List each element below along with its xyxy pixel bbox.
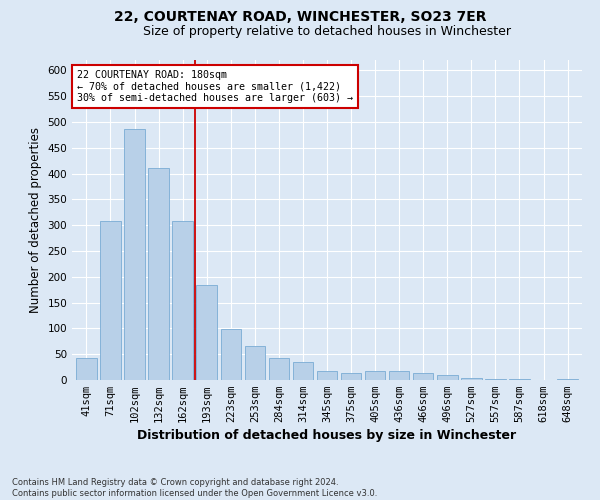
Bar [341,373,361,380]
Bar [437,375,458,380]
Text: 22 COURTENAY ROAD: 180sqm
← 70% of detached houses are smaller (1,422)
30% of se: 22 COURTENAY ROAD: 180sqm ← 70% of detac… [77,70,353,103]
Bar [293,362,313,380]
Bar [196,284,217,380]
Bar [148,168,169,380]
Bar [317,370,337,380]
Text: 22, COURTENAY ROAD, WINCHESTER, SO23 7ER: 22, COURTENAY ROAD, WINCHESTER, SO23 7ER [114,10,486,24]
Bar [124,128,145,380]
Bar [365,370,385,380]
Bar [172,221,193,380]
Bar [76,358,97,380]
Text: Contains HM Land Registry data © Crown copyright and database right 2024.
Contai: Contains HM Land Registry data © Crown c… [12,478,377,498]
Bar [413,373,433,380]
Bar [100,221,121,380]
Bar [221,330,241,380]
X-axis label: Distribution of detached houses by size in Winchester: Distribution of detached houses by size … [137,430,517,442]
Bar [245,346,265,380]
Bar [269,358,289,380]
Bar [389,370,409,380]
Title: Size of property relative to detached houses in Winchester: Size of property relative to detached ho… [143,25,511,38]
Y-axis label: Number of detached properties: Number of detached properties [29,127,42,313]
Bar [461,378,482,380]
